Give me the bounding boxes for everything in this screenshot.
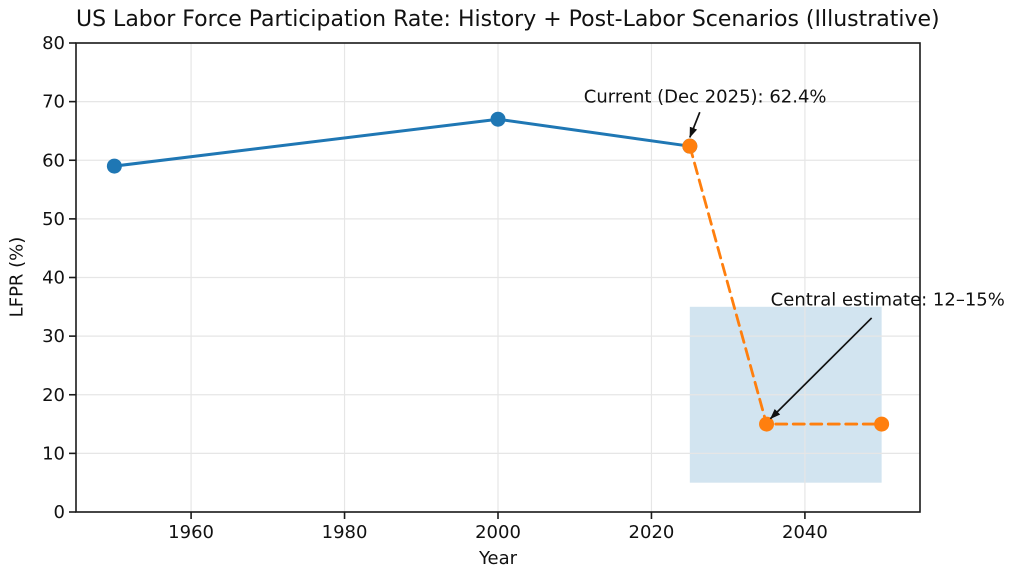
series-layer — [106, 111, 890, 432]
y-tick-label: 40 — [42, 268, 65, 289]
y-axis-label: LFPR (%) — [6, 236, 28, 318]
annotation-current: Current (Dec 2025): 62.4% — [583, 86, 827, 108]
x-tick-label: 2040 — [782, 522, 828, 543]
history-point — [106, 158, 122, 174]
y-tick-label: 70 — [42, 92, 65, 113]
x-tick-label: 1960 — [168, 522, 214, 543]
history-point — [490, 111, 506, 127]
y-tick-label: 50 — [42, 209, 65, 230]
y-tick-label: 10 — [42, 443, 65, 464]
post-labor-scenario-point — [874, 416, 890, 432]
annotation-arrow-current — [689, 111, 701, 138]
post-labor-scenario-point — [759, 416, 775, 432]
post-labor-scenario-point — [682, 138, 698, 154]
history-line — [112, 117, 692, 168]
x-tick-label: 2020 — [629, 522, 675, 543]
y-tick-label: 60 — [42, 150, 65, 171]
annotation-arrow-layer — [689, 111, 873, 420]
x-tick-label: 1980 — [322, 522, 368, 543]
annotation-arrow-central-estimate — [769, 317, 873, 420]
annotation-central-estimate: Central estimate: 12–15% — [770, 289, 1005, 311]
y-tick-label: 80 — [42, 33, 65, 54]
x-axis-label: Year — [478, 548, 518, 569]
y-tick-label: 0 — [54, 502, 65, 523]
y-tick-label: 30 — [42, 326, 65, 347]
y-tick-label: 20 — [42, 385, 65, 406]
axes-layer: 1960 1980 2000 2020 2040 0 10 20 30 40 50 60 70 80 — [42, 33, 921, 543]
chart-title: US Labor Force Participation Rate: Histo… — [76, 7, 940, 32]
x-tick-label: 2000 — [475, 522, 521, 543]
